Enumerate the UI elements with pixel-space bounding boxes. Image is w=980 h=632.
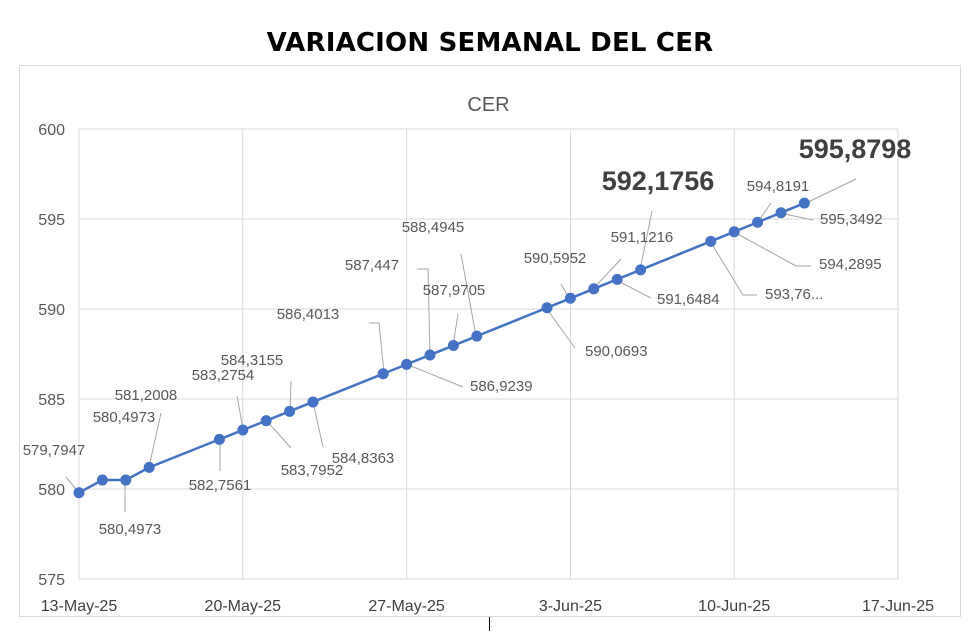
data-label: 582,7561	[189, 477, 252, 494]
data-point	[705, 235, 717, 247]
y-tick-label: 590	[38, 302, 65, 319]
leader-line	[803, 178, 857, 205]
data-label: 588,4945	[402, 219, 465, 236]
data-point	[635, 264, 647, 276]
y-tick-label: 595	[38, 212, 65, 229]
chart-title: CER	[467, 94, 509, 116]
data-point	[564, 292, 576, 304]
data-point	[307, 396, 319, 408]
leader-line	[709, 240, 757, 296]
leader-line	[417, 268, 431, 356]
data-label: 583,2754	[192, 367, 255, 384]
data-label: 591,6484	[657, 291, 720, 308]
data-point	[611, 273, 623, 285]
data-label: 583,7952	[281, 462, 344, 479]
data-label: 580,4973	[93, 409, 156, 426]
chart-area: CER 575 580 585 590 595 600 13-May-25 20-May-25 2…	[19, 65, 961, 617]
data-point	[588, 283, 600, 295]
leader-line	[460, 253, 477, 337]
leader-line	[733, 231, 811, 267]
x-tick-label: 13-May-25	[41, 598, 118, 615]
data-point	[377, 368, 389, 380]
data-point	[541, 302, 553, 314]
leader-line	[148, 412, 162, 468]
data-point	[284, 405, 296, 417]
data-label: 587,9705	[423, 282, 486, 299]
data-label: 579,7947	[23, 442, 86, 459]
data-label: 584,3155	[221, 352, 284, 369]
data-point	[401, 358, 413, 370]
data-point	[798, 197, 810, 209]
data-label: 593,76...	[765, 286, 823, 303]
leader-line	[236, 395, 244, 430]
leader-line	[405, 363, 464, 388]
data-label: 594,8191	[747, 178, 810, 195]
data-label: 580,4973	[99, 521, 162, 538]
y-tick-label: 580	[38, 482, 65, 499]
line-chart: CER 575 580 585 590 595 600 13-May-25 20-May-25 2…	[23, 94, 934, 615]
x-tick-label: 27-May-25	[368, 598, 445, 615]
data-point	[143, 461, 155, 473]
leader-line	[639, 210, 653, 271]
y-tick-label: 575	[38, 572, 65, 589]
data-label: 591,1216	[611, 229, 674, 246]
series-line	[78, 202, 805, 494]
y-tick-label: 600	[38, 122, 65, 139]
data-label: 590,0693	[585, 343, 648, 360]
data-label: 586,4013	[277, 306, 340, 323]
data-point	[213, 433, 225, 445]
divider-mark	[489, 617, 490, 631]
leader-line	[312, 401, 324, 448]
x-tick-label: 20-May-25	[205, 598, 282, 615]
data-point	[775, 207, 787, 219]
leader-line	[369, 322, 385, 374]
x-tick-label: 10-Jun-25	[698, 598, 770, 615]
leader-line	[545, 307, 576, 349]
page-title: VARIACION SEMANAL DEL CER	[266, 28, 714, 58]
data-point	[752, 216, 764, 228]
data-point	[471, 330, 483, 342]
data-label: 595,3492	[820, 211, 883, 228]
highlight-data-label: 592,1756	[602, 166, 715, 196]
data-label: 594,2895	[819, 256, 882, 273]
data-label: 586,9239	[470, 378, 533, 395]
data-point	[424, 349, 436, 361]
data-label: 584,8363	[332, 450, 395, 467]
data-point	[447, 340, 459, 352]
x-tick-label: 17-Jun-25	[862, 598, 934, 615]
data-point	[728, 226, 740, 238]
y-tick-label: 585	[38, 392, 65, 409]
leader-line	[615, 279, 652, 299]
highlight-data-label: 595,8798	[799, 134, 912, 164]
x-tick-label: 3-Jun-25	[539, 598, 602, 615]
leader-line	[265, 419, 292, 449]
data-label: 590,5952	[524, 250, 587, 267]
data-label: 581,2008	[115, 387, 178, 404]
leader-line	[592, 258, 622, 290]
data-point	[260, 415, 272, 427]
data-point	[120, 474, 132, 486]
data-label: 587,447	[345, 257, 399, 274]
data-point	[96, 474, 108, 486]
data-point	[237, 424, 249, 436]
data-point	[73, 487, 85, 499]
